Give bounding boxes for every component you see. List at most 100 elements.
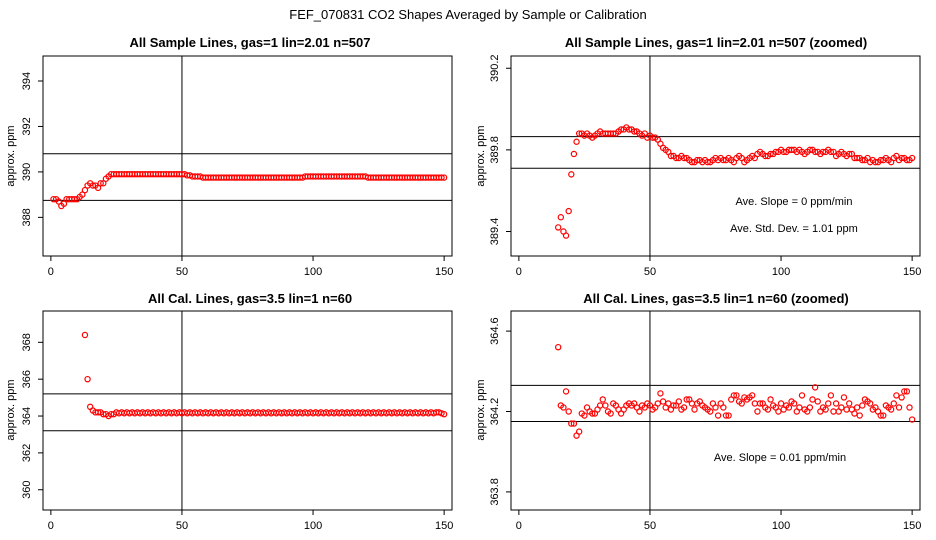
y-tick-label: 389.4 [489, 218, 501, 246]
plot-area: 0 50 100 150 363.8 364.2 364.6 [489, 310, 921, 532]
data-point [790, 400, 798, 407]
data-point [636, 408, 643, 415]
data-point [704, 158, 711, 166]
data-point [851, 410, 858, 417]
plot-frame [510, 55, 921, 257]
data-point [880, 412, 887, 419]
data-point [838, 404, 845, 411]
data-point [806, 404, 814, 411]
data-point [562, 388, 570, 395]
data-point [71, 195, 78, 203]
data-point [777, 400, 785, 407]
data-point [762, 152, 769, 160]
panel-cal-all: All Cal. Lines, gas=3.5 lin=1 n=60 appro… [5, 291, 453, 532]
data-point [581, 412, 588, 419]
data-point [610, 130, 617, 137]
data-point [767, 396, 774, 403]
data-point [822, 406, 829, 413]
data-point [825, 400, 832, 407]
data-point [693, 156, 701, 164]
data-point [570, 150, 578, 158]
data-point [688, 400, 696, 407]
y-tick-label: 390 [21, 163, 33, 181]
x-tick-label: 0 [48, 266, 54, 278]
annotation-slope: Ave. Slope = 0.01 ppm/min [714, 452, 846, 464]
y-tick-label: 388 [21, 208, 33, 226]
data-point [877, 156, 884, 164]
data-point [707, 408, 714, 415]
data-point [720, 404, 727, 411]
plot-frame [42, 55, 453, 257]
x-tick-label: 50 [644, 266, 656, 278]
data-point [554, 224, 562, 231]
data-point [100, 410, 107, 418]
x-tick-label: 100 [772, 520, 790, 532]
data-point [903, 156, 911, 164]
data-point [554, 343, 562, 351]
data-point [846, 400, 853, 407]
y-axis-label: approx. ppm [475, 125, 487, 186]
plot-frame [510, 310, 921, 511]
y-tick-label: 362 [21, 444, 33, 462]
data-point [814, 398, 821, 405]
annotation-slope: Ave. Slope = 0 ppm/min [736, 196, 853, 208]
data-point [568, 171, 575, 178]
data-point [631, 128, 638, 135]
panel-title: All Cal. Lines, gas=3.5 lin=1 n=60 [148, 291, 352, 306]
data-point [730, 392, 738, 399]
y-tick-label: 364 [21, 407, 33, 425]
x-tick-label: 50 [644, 520, 656, 532]
data-point [557, 214, 565, 221]
data-point [565, 207, 572, 215]
data-point [654, 400, 662, 407]
y-tick-label: 360 [21, 481, 33, 499]
data-point [780, 148, 787, 156]
data-point [568, 420, 575, 427]
data-point [877, 412, 884, 419]
data-point [81, 186, 89, 194]
data-point [50, 195, 57, 203]
data-point [573, 138, 580, 145]
data-point [570, 420, 578, 427]
data-point [798, 392, 806, 399]
data-point [811, 148, 819, 156]
data-point [599, 396, 606, 403]
data-point [843, 406, 850, 413]
data-point [81, 331, 89, 339]
data-point [796, 404, 803, 411]
x-tick-label: 50 [176, 266, 188, 278]
data-point [680, 154, 688, 162]
panel-sample-all: All Sample Lines, gas=1 lin=2.01 n=507 a… [5, 35, 453, 278]
data-point [827, 148, 835, 156]
data-point [562, 232, 570, 239]
data-point [749, 392, 756, 399]
plot-area: 0 50 100 150 389.4 389.8 390.2 [489, 54, 921, 278]
data-point [819, 148, 827, 156]
x-tick-label: 0 [516, 520, 522, 532]
data-point [827, 392, 835, 399]
data-point [89, 182, 97, 189]
data-point [788, 146, 795, 154]
data-point [830, 408, 837, 415]
data-point [657, 390, 664, 397]
x-tick-label: 100 [304, 520, 322, 532]
x-tick-label: 0 [516, 266, 522, 278]
y-axis-label: approx. ppm [5, 379, 17, 440]
panel-title: All Sample Lines, gas=1 lin=2.01 n=507 (… [565, 35, 867, 50]
data-point [94, 409, 102, 416]
data-point [895, 404, 903, 411]
data-point [846, 150, 853, 158]
y-tick-label: 389.8 [489, 136, 501, 164]
panel-title: All Cal. Lines, gas=3.5 lin=1 n=60 (zoom… [583, 291, 849, 306]
data-point [714, 412, 722, 419]
data-point [785, 404, 793, 411]
data-point [872, 158, 879, 166]
y-axis-label: approx. ppm [5, 125, 17, 186]
data-point [832, 400, 840, 407]
data-point [775, 408, 782, 415]
data-point [575, 130, 583, 137]
data-point [596, 402, 604, 409]
x-tick-label: 150 [435, 520, 453, 532]
data-point [670, 402, 677, 409]
data-point [853, 404, 861, 411]
